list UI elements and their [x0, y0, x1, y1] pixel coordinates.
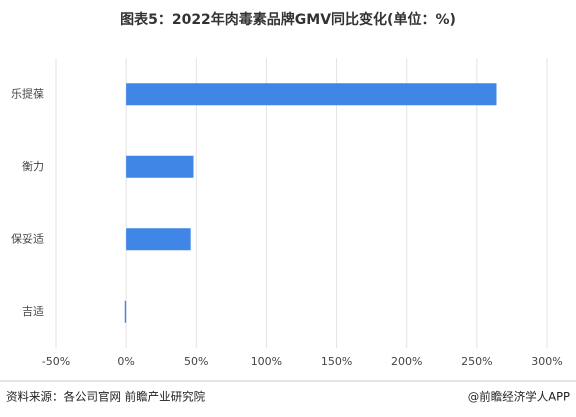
x-tick-label: 300% [531, 355, 562, 368]
x-tick-label: 50% [184, 355, 208, 368]
chart-title: 图表5：2022年肉毒素品牌GMV同比变化(单位：%) [120, 11, 456, 28]
y-tick-label: 衡力 [22, 160, 44, 173]
credit: @前瞻经济学人APP [468, 390, 570, 404]
x-tick-label: 200% [391, 355, 422, 368]
y-tick-label: 保妥适 [11, 231, 44, 245]
bar [126, 83, 497, 106]
bar [124, 300, 127, 323]
x-tick-label: -50% [42, 355, 70, 368]
x-tick-label: 0% [117, 355, 134, 368]
x-tick-label: 100% [251, 355, 282, 368]
y-tick-label: 吉适 [22, 305, 44, 318]
bar [126, 228, 191, 251]
source: 资料来源：各公司官网 前瞻产业研究院 [6, 390, 206, 404]
x-tick-label: 250% [461, 355, 492, 368]
bar [126, 155, 194, 178]
x-tick-label: 150% [321, 355, 352, 368]
y-tick-label: 乐提葆 [11, 87, 44, 100]
